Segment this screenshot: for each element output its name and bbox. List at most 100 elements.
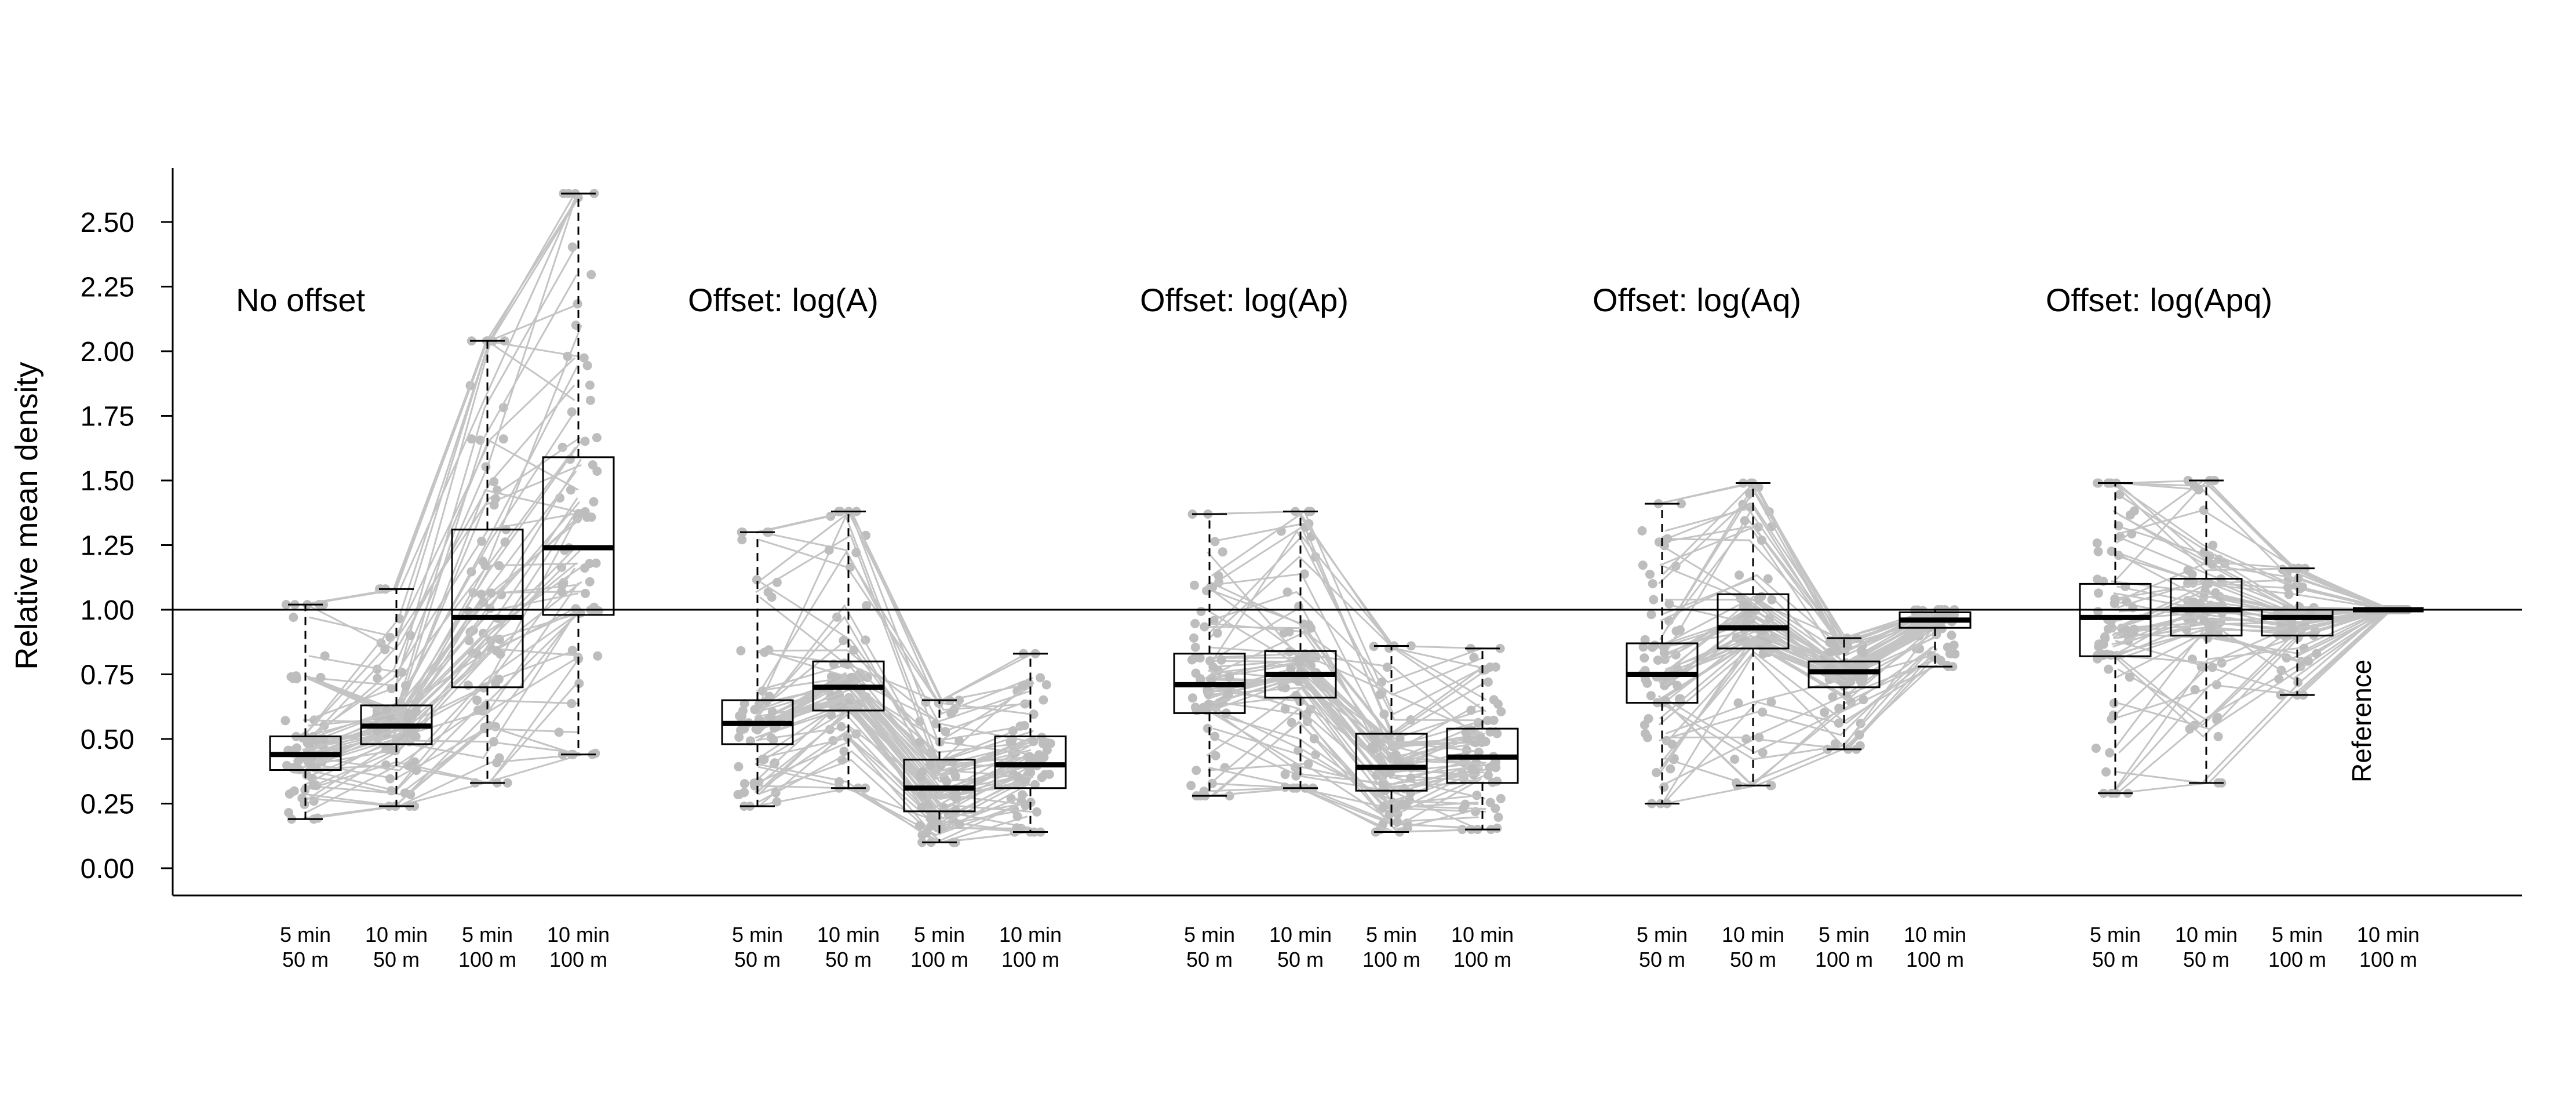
connecting-line (308, 197, 577, 673)
data-point (954, 696, 964, 705)
data-point (759, 755, 769, 764)
connecting-line (754, 728, 1029, 829)
panel-boxes-4 (1626, 482, 1972, 804)
data-point (486, 588, 496, 598)
data-point (851, 729, 861, 739)
data-point (1467, 764, 1477, 774)
data-point (289, 786, 299, 796)
data-point (1733, 698, 1743, 708)
data-point (385, 774, 395, 784)
data-point (2194, 485, 2203, 495)
y-tick-label: 0.25 (81, 789, 134, 820)
data-point (839, 747, 849, 756)
data-point (2093, 607, 2103, 617)
data-point (1673, 680, 1682, 690)
data-point (387, 684, 396, 694)
data-point (2093, 547, 2103, 556)
data-point (308, 774, 317, 784)
data-point (739, 699, 749, 708)
category-label-line2: 100 m (1453, 948, 1511, 971)
data-point (846, 562, 855, 572)
connecting-line (1658, 622, 1933, 683)
data-point (1186, 781, 1196, 791)
data-point (2188, 617, 2198, 627)
connecting-line (301, 647, 582, 792)
data-point (2183, 565, 2193, 575)
connecting-line (757, 604, 1030, 776)
data-point (1496, 793, 1506, 803)
category-label-line1: 10 min (1904, 923, 1966, 946)
data-point (1191, 668, 1201, 678)
panel-points-4 (1637, 478, 1960, 809)
data-point (1040, 770, 1050, 780)
data-point (1306, 661, 1316, 671)
data-point (1950, 649, 1960, 659)
data-point (849, 645, 859, 655)
data-point (764, 691, 774, 701)
data-point (1493, 813, 1503, 822)
data-point (1214, 571, 1223, 581)
data-point (1395, 734, 1405, 744)
connecting-line (1205, 694, 1482, 806)
data-point (1204, 700, 1214, 709)
data-point (558, 442, 567, 452)
data-point (308, 780, 318, 790)
data-point (1309, 734, 1319, 744)
panel-title: Offset: log(A) (688, 282, 879, 318)
connecting-line (304, 683, 578, 791)
data-point (1037, 733, 1047, 742)
connecting-line (1208, 766, 1482, 833)
data-point (1210, 537, 1220, 547)
data-point (949, 767, 959, 777)
data-point (566, 485, 575, 495)
connecting-line (1207, 708, 1482, 829)
connecting-line (2113, 482, 2392, 611)
connecting-line (756, 551, 1028, 711)
data-point (1820, 708, 1829, 718)
data-point (388, 745, 398, 755)
data-point (497, 590, 507, 600)
connecting-line (2113, 609, 2386, 655)
data-point (1675, 625, 1685, 635)
category-label-line2: 50 m (373, 948, 420, 971)
data-point (1745, 489, 1755, 498)
panel-points-3 (1186, 507, 1506, 837)
data-point (284, 808, 294, 817)
data-point (1282, 587, 1292, 597)
data-point (585, 380, 595, 390)
data-point (401, 680, 410, 690)
data-point (735, 711, 744, 721)
data-point (2304, 656, 2313, 666)
data-point (1740, 516, 1750, 526)
category-label-line1: 5 min (280, 923, 331, 946)
data-point (1495, 643, 1505, 653)
data-point (472, 696, 482, 705)
panel-boxes-3 (1173, 511, 1519, 833)
category-label-line1: 5 min (1184, 923, 1235, 946)
data-point (1638, 642, 1648, 652)
data-point (1391, 750, 1401, 760)
data-point (835, 777, 844, 787)
panel-boxes-5 (2079, 479, 2424, 795)
data-point (585, 559, 595, 569)
data-point (1649, 595, 1659, 605)
connecting-line (1211, 653, 1480, 740)
data-point (2122, 625, 2132, 635)
data-point (1280, 770, 1290, 780)
data-point (2129, 624, 2139, 634)
data-point (500, 537, 510, 547)
y-tick-label: 1.00 (81, 595, 134, 626)
data-point (476, 589, 486, 599)
data-point (1192, 766, 1201, 775)
data-point (916, 770, 926, 780)
data-point (1012, 823, 1022, 833)
connecting-line (1658, 538, 1932, 645)
connecting-line (1209, 591, 1482, 683)
connecting-line (1206, 686, 1480, 805)
data-point (941, 727, 950, 737)
data-point (927, 814, 937, 824)
data-point (1396, 800, 1406, 810)
connecting-line (305, 365, 579, 711)
data-point (2107, 714, 2116, 724)
data-point (1041, 680, 1051, 690)
